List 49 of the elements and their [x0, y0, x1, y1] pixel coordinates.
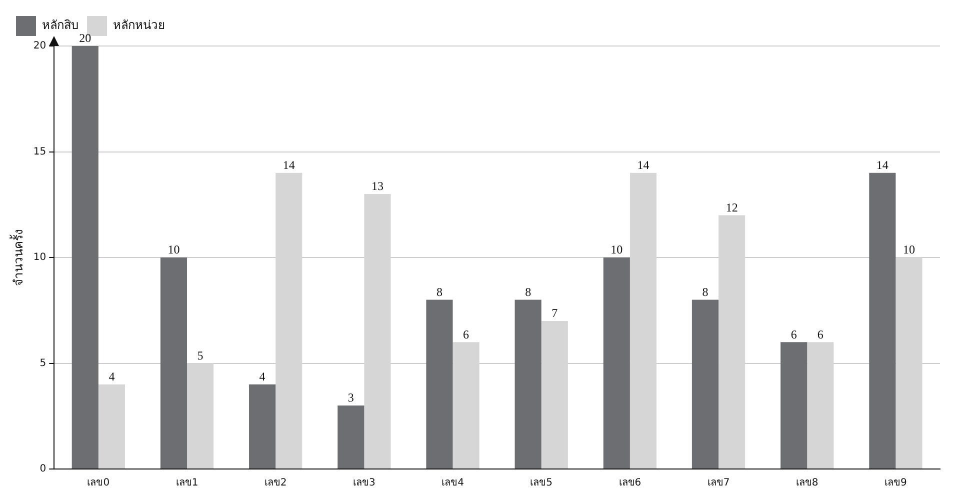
data-label: 5: [197, 348, 204, 362]
bar: [426, 300, 453, 468]
data-label: 4: [108, 370, 115, 384]
y-axis-title: จำนวนครั้ง: [9, 229, 26, 286]
x-tick-label: เลข5: [530, 478, 553, 489]
data-label: 13: [371, 179, 384, 194]
bar: [249, 384, 276, 468]
data-label: 14: [282, 158, 295, 172]
y-tick-label: 5: [40, 358, 46, 369]
data-label: 7: [552, 306, 558, 320]
y-tick-label: 10: [33, 252, 46, 264]
x-tick-label: เลข9: [884, 478, 907, 489]
y-tick-label: 20: [33, 40, 46, 52]
data-label: 3: [348, 390, 354, 405]
x-tick-label: เลข4: [442, 478, 464, 489]
x-tick-label: เลข6: [618, 478, 642, 489]
legend-label: หลักสิบ: [42, 18, 79, 32]
bar: [780, 342, 808, 468]
y-tick-label: 15: [33, 146, 46, 158]
bar: [72, 46, 98, 468]
bar: [514, 300, 542, 468]
data-label: 4: [259, 370, 266, 384]
data-label: 6: [817, 327, 824, 342]
data-label: 6: [463, 327, 470, 342]
data-label: 20: [79, 31, 92, 46]
x-tick-label: เลข3: [352, 478, 376, 489]
x-tick-label: เลข8: [796, 478, 818, 489]
data-label: 10: [610, 242, 623, 257]
legend-label: หลักหน่วย: [113, 18, 165, 32]
data-label: 10: [902, 242, 915, 257]
x-tick-label: เลข2: [264, 478, 287, 489]
x-tick-label: เลข1: [176, 478, 198, 489]
bar: [160, 258, 188, 468]
data-label: 8: [436, 284, 442, 299]
data-label: 6: [790, 327, 797, 342]
x-tick-label: เลข0: [87, 478, 110, 489]
data-label: 8: [702, 284, 708, 299]
y-tick-label: 0: [40, 464, 46, 475]
x-tick-label: เลข7: [707, 478, 730, 489]
bar: [869, 172, 896, 468]
data-label: 12: [726, 200, 738, 214]
bar: [98, 384, 125, 468]
bar: [692, 300, 719, 468]
data-label: 8: [525, 284, 532, 299]
data-label: 14: [637, 158, 650, 172]
bar: [338, 406, 364, 468]
bar: [603, 258, 630, 468]
data-label: 14: [876, 158, 888, 172]
data-label: 10: [168, 242, 180, 257]
